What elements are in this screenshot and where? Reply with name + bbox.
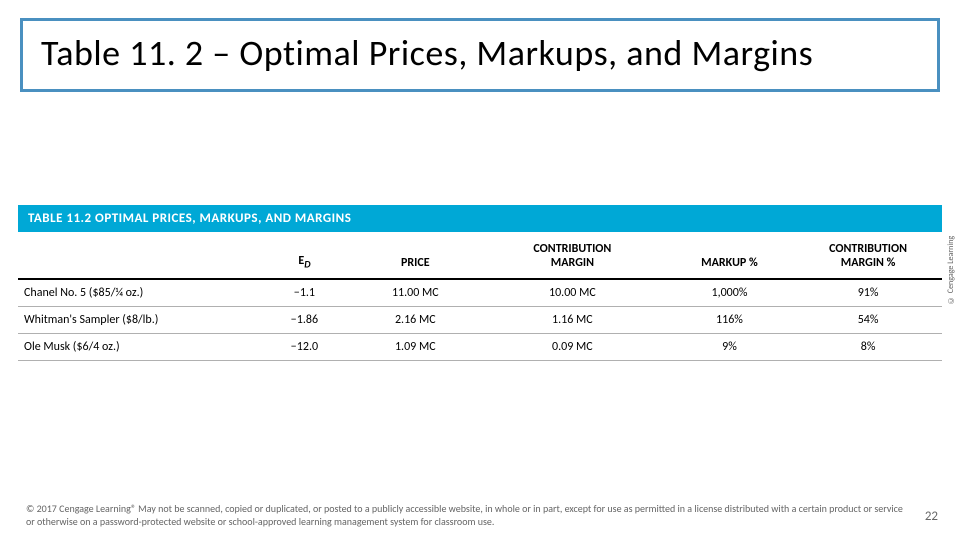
col-header: MARKUP % [665,232,794,279]
table-cell: 116% [665,307,794,334]
table-cell: 91% [794,279,942,307]
table-cell: 1.16 MC [480,307,665,334]
table-caption: TABLE 11.2 OPTIMAL PRICES, MARKUPS, AND … [18,205,942,232]
pricing-table: EDPRICECONTRIBUTIONMARGINMARKUP %CONTRIB… [18,232,942,361]
table-body: Chanel No. 5 ($85/¼ oz.)−1.111.00 MC10.0… [18,279,942,361]
page-number: 22 [925,509,938,524]
table-row: Whitman's Sampler ($8/lb.)−1.862.16 MC1.… [18,307,942,334]
col-header: CONTRIBUTIONMARGIN % [794,232,942,279]
table-cell: Chanel No. 5 ($85/¼ oz.) [18,279,258,307]
table-cell: 1,000% [665,279,794,307]
table-cell: 9% [665,334,794,361]
col-header [18,232,258,279]
slide-title-box: Table 11. 2 – Optimal Prices, Markups, a… [20,18,940,92]
table-head: EDPRICECONTRIBUTIONMARGINMARKUP %CONTRIB… [18,232,942,279]
table-cell: 0.09 MC [480,334,665,361]
col-header: PRICE [351,232,480,279]
table-cell: −1.1 [258,279,350,307]
table-cell: 10.00 MC [480,279,665,307]
col-header: CONTRIBUTIONMARGIN [480,232,665,279]
table-cell: 8% [794,334,942,361]
table-cell: 2.16 MC [351,307,480,334]
table-row: Ole Musk ($6/4 oz.)−12.01.09 MC0.09 MC9%… [18,334,942,361]
table-cell: 11.00 MC [351,279,480,307]
slide-title: Table 11. 2 – Optimal Prices, Markups, a… [41,31,919,75]
table-cell: −12.0 [258,334,350,361]
table-cell: 1.09 MC [351,334,480,361]
col-header: ED [258,232,350,279]
side-credit: © Cengage Learning [946,210,958,330]
table-cell: −1.86 [258,307,350,334]
table-row: Chanel No. 5 ($85/¼ oz.)−1.111.00 MC10.0… [18,279,942,307]
table-cell: Whitman's Sampler ($8/lb.) [18,307,258,334]
copyright-footer: © 2017 Cengage Learning® May not be scan… [26,503,906,528]
table-container: TABLE 11.2 OPTIMAL PRICES, MARKUPS, AND … [18,205,942,361]
table-cell: 54% [794,307,942,334]
table-cell: Ole Musk ($6/4 oz.) [18,334,258,361]
